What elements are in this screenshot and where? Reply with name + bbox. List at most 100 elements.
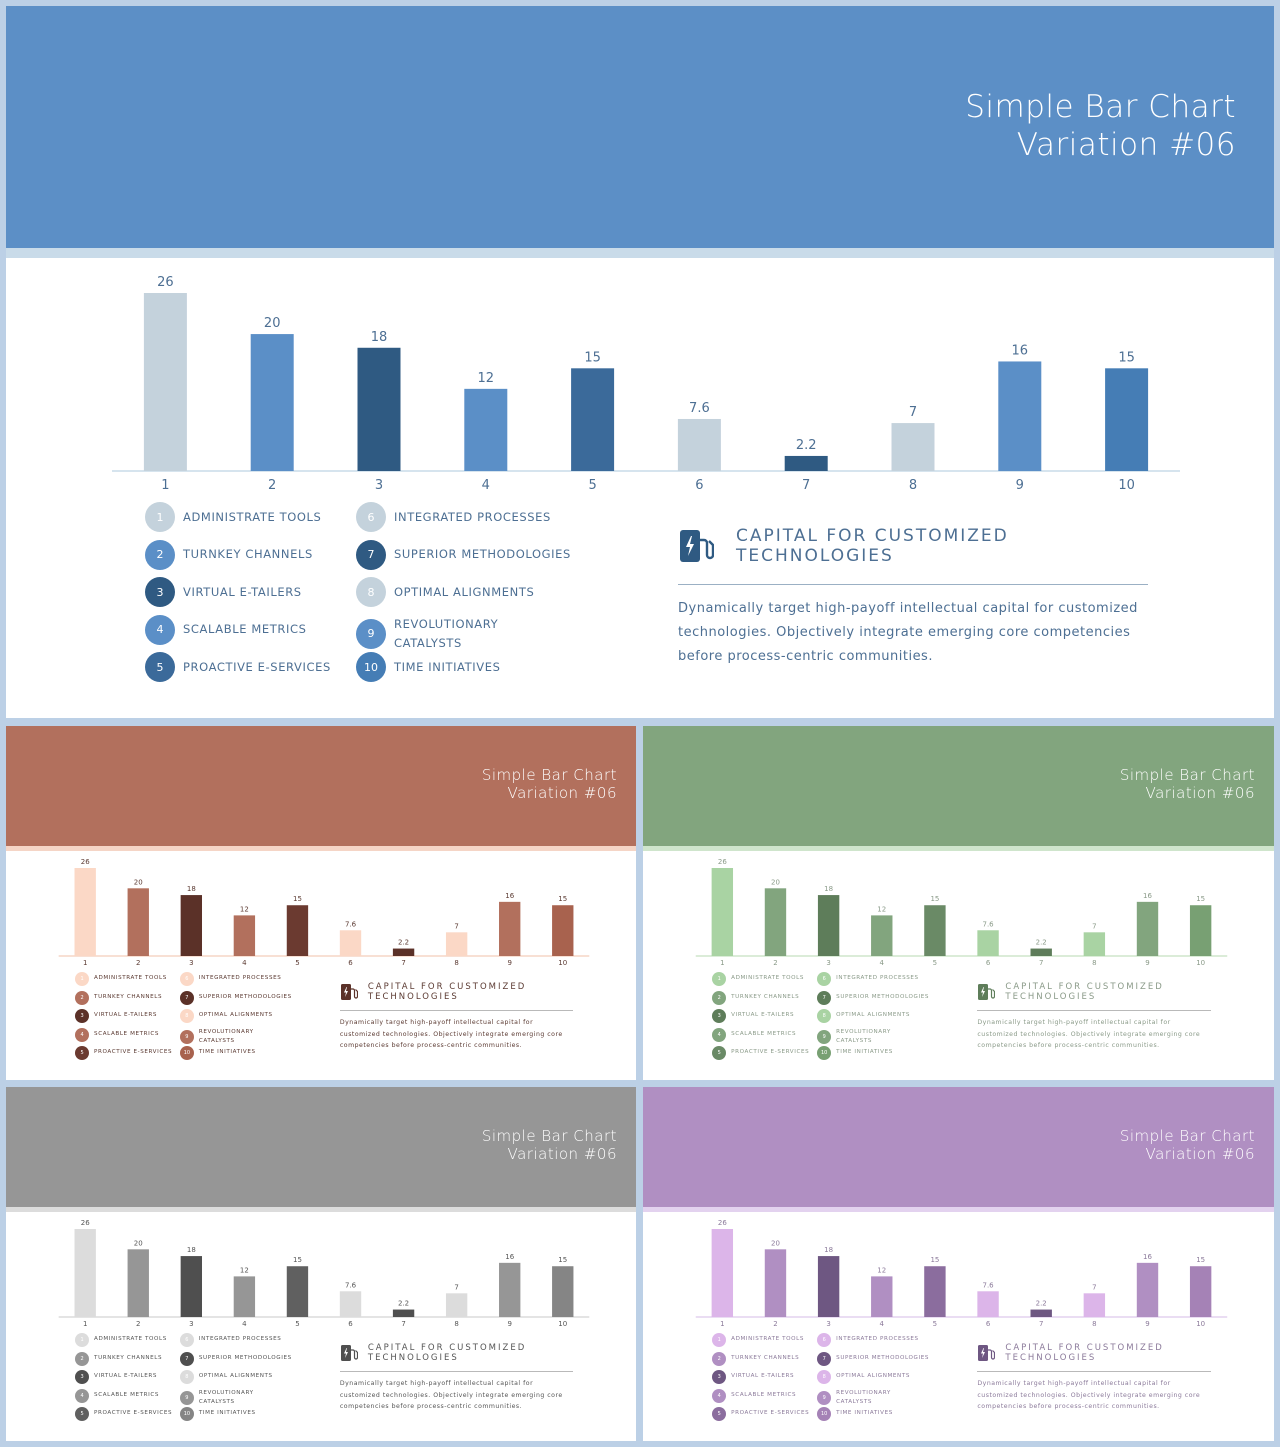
bar-value-label: 18 <box>824 885 833 893</box>
legend-number-badge: 3 <box>712 1370 727 1384</box>
x-tick-label: 1 <box>720 1320 724 1328</box>
legend-label: OPTIMAL ALIGNMENTS <box>394 584 535 599</box>
legend-label: PROACTIVE E-SERVICES <box>183 659 331 674</box>
info-description: Dynamically target high-payoff intellect… <box>678 601 1138 664</box>
legend-number-badge: 9 <box>356 618 386 649</box>
info-header: CAPITAL FOR CUSTOMIZED TECHNOLOGIES <box>340 982 574 1002</box>
legend-number-badge: 9 <box>179 1391 194 1405</box>
x-tick-label: 8 <box>1092 1320 1096 1328</box>
legend-number-badge: 10 <box>817 1407 832 1421</box>
bar-value-label: 15 <box>930 895 939 903</box>
legend-item: 7 SUPERIOR METHODOLOGIES <box>356 539 571 570</box>
legend-label: TURNKEY CHANNELS <box>731 1354 800 1361</box>
slide-rust: Simple Bar Chart Variation #06 26 1 20 2 18 3 12… <box>6 726 636 1080</box>
title-line-1: Simple Bar Chart <box>1119 766 1255 784</box>
info-title: CAPITAL FOR CUSTOMIZED TECHNOLOGIES <box>1005 1343 1164 1363</box>
legend-item: 7 SUPERIOR METHODOLOGIES <box>817 990 929 1005</box>
bar-6 <box>677 418 721 471</box>
legend-item: 1 ADMINISTRATE TOOLS <box>75 972 167 986</box>
legend-item: 6 INTEGRATED PROCESSES <box>356 502 551 532</box>
bar-4 <box>233 915 256 956</box>
legend-item: 10 TIME INITIATIVES <box>817 1046 893 1060</box>
legend-item: 3 VIRTUAL E-TAILERS <box>75 1370 157 1384</box>
bar-value-label: 15 <box>558 895 567 903</box>
legend-label: TURNKEY CHANNELS <box>183 547 313 561</box>
bar-value-label: 2.2 <box>1036 1300 1047 1308</box>
bar-value-label: 16 <box>1143 1253 1152 1261</box>
legend-label: REVOLUTIONARY CATALYSTS <box>198 1028 254 1045</box>
x-tick-label: 2 <box>773 1320 777 1328</box>
legend-label: OPTIMAL ALIGNMENTS <box>836 1012 910 1019</box>
x-tick-label: 8 <box>1092 959 1096 967</box>
legend-label: INTEGRATED PROCESSES <box>836 975 919 982</box>
title-line-1: Simple Bar Chart <box>965 89 1236 125</box>
ev-charger-icon <box>340 983 358 1001</box>
legend-number-badge: 8 <box>817 1009 832 1023</box>
bar-8 <box>1083 1293 1106 1317</box>
x-tick-label: 1 <box>83 1320 87 1328</box>
bar-8 <box>1083 932 1106 956</box>
legend-number-badge: 2 <box>75 990 90 1005</box>
legend-label: TURNKEY CHANNELS <box>94 993 163 1000</box>
bar-value-label: 18 <box>824 1246 833 1254</box>
bar-value-label: 12 <box>478 371 495 386</box>
x-tick-label: 4 <box>482 478 490 493</box>
header-stripe <box>643 846 1274 851</box>
header-stripe <box>6 1207 636 1212</box>
x-tick-label: 7 <box>401 959 405 967</box>
legend-item: 9 REVOLUTIONARY CATALYSTS <box>179 1028 254 1047</box>
slide-purple: Simple Bar Chart Variation #06 26 1 20 2 18 3 12… <box>643 1087 1274 1441</box>
bar-value-label: 16 <box>505 1253 514 1261</box>
legend-item: 8 OPTIMAL ALIGNMENTS <box>817 1009 910 1023</box>
bar-value-label: 18 <box>371 330 388 345</box>
legend-number-badge: 6 <box>356 502 386 532</box>
slide-title: Simple Bar Chart Variation #06 <box>482 1127 617 1164</box>
bar-value-label: 2.2 <box>398 939 409 947</box>
bar-7 <box>784 455 828 471</box>
bar-value-label: 2.2 <box>398 1300 409 1308</box>
bar-value-label: 15 <box>930 1256 939 1264</box>
legend-label: VIRTUAL E-TAILERS <box>731 1373 795 1380</box>
legend-label: SCALABLE METRICS <box>731 1391 797 1398</box>
legend-number-badge: 6 <box>179 1333 194 1347</box>
legend-number-badge: 2 <box>712 1351 727 1366</box>
x-tick-label: 7 <box>1039 1320 1043 1328</box>
legend-item: 9 REVOLUTIONARY CATALYSTS <box>817 1028 891 1047</box>
info-title: CAPITAL FOR CUSTOMIZED TECHNOLOGIES <box>367 1343 527 1363</box>
x-tick-label: 8 <box>454 959 458 967</box>
bar-9 <box>1136 901 1159 956</box>
legend-number-badge: 8 <box>817 1370 832 1384</box>
bar-value-label: 12 <box>877 1266 886 1274</box>
bar-3 <box>180 1256 203 1317</box>
legend-label: PROACTIVE E-SERVICES <box>731 1410 810 1417</box>
legend-number-badge: 1 <box>75 972 90 986</box>
legend-label: OPTIMAL ALIGNMENTS <box>836 1373 910 1380</box>
bar-chart: 26 1 20 2 18 3 12 4 15 5 7.6 6 2.2 7 7 8 16 9 15 10 <box>695 858 1228 967</box>
legend-number-badge: 8 <box>179 1009 194 1023</box>
x-tick-label: 5 <box>933 1320 937 1328</box>
ev-charger-icon <box>340 1344 358 1362</box>
x-tick-label: 10 <box>558 959 567 967</box>
info-description: Dynamically target high-payoff intellect… <box>339 1019 563 1049</box>
x-tick-label: 5 <box>588 478 596 493</box>
bar-5 <box>924 1266 946 1317</box>
bar-3 <box>817 1256 840 1317</box>
bar-7 <box>392 948 415 956</box>
bar-10 <box>1189 1266 1212 1317</box>
legend-item: 6 INTEGRATED PROCESSES <box>817 972 919 986</box>
legend-item: 7 SUPERIOR METHODOLOGIES <box>179 990 292 1005</box>
x-tick-label: 2 <box>773 959 777 967</box>
slide-header: Simple Bar Chart Variation #06 <box>6 726 636 846</box>
x-tick-label: 10 <box>1196 1320 1205 1328</box>
legend-label: TURNKEY CHANNELS <box>731 993 800 1000</box>
legend-number-badge: 1 <box>145 502 175 532</box>
bar-2 <box>127 888 149 956</box>
bar-value-label: 18 <box>187 1246 196 1254</box>
bar-1 <box>74 868 96 956</box>
legend-item: 10 TIME INITIATIVES <box>817 1407 893 1421</box>
x-tick-label: 4 <box>242 1320 247 1328</box>
legend-label: SCALABLE METRICS <box>183 622 307 636</box>
bar-value-label: 20 <box>134 878 143 886</box>
info-divider <box>339 1371 574 1372</box>
bar-value-label: 7 <box>454 922 458 930</box>
